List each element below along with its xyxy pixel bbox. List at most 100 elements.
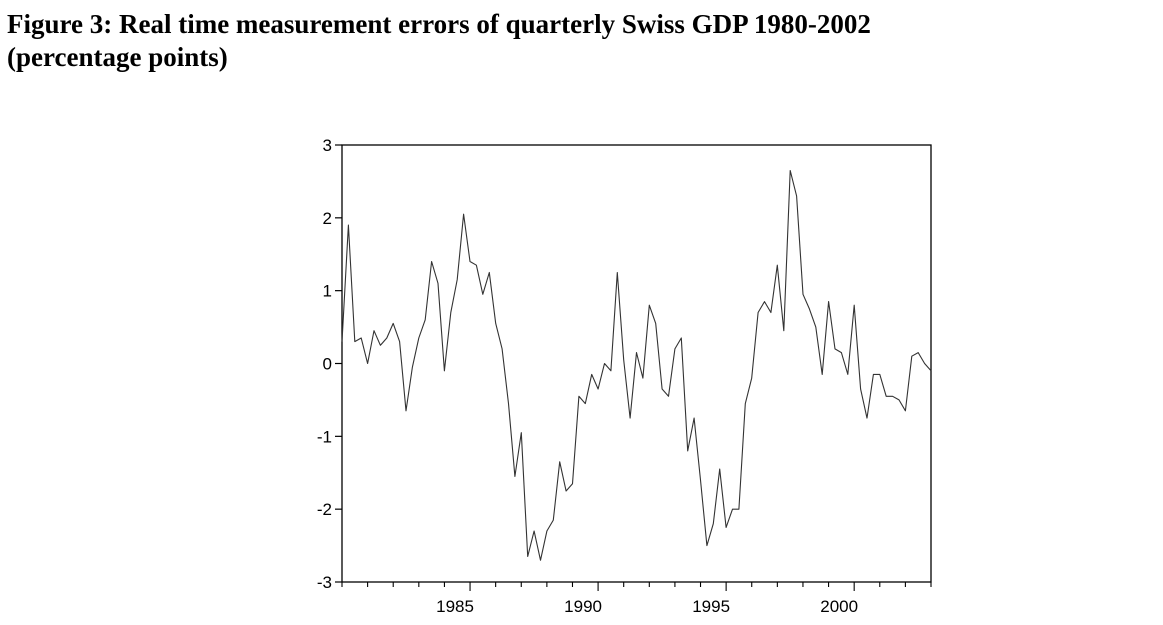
- data-point: [546, 530, 547, 531]
- data-point: [501, 348, 502, 349]
- data-point: [751, 377, 752, 378]
- data-point: [770, 312, 771, 313]
- data-point: [495, 323, 496, 324]
- data-point: [457, 279, 458, 280]
- data-point: [918, 352, 919, 353]
- y-tick-label: -1: [317, 427, 332, 446]
- data-point: [713, 523, 714, 524]
- data-point: [489, 272, 490, 273]
- x-tick-label: 1995: [692, 597, 730, 616]
- data-point: [662, 388, 663, 389]
- data-point: [469, 261, 470, 262]
- data-point: [591, 374, 592, 375]
- data-point: [886, 396, 887, 397]
- data-point: [700, 479, 701, 480]
- data-point: [585, 403, 586, 404]
- y-tick-label: 0: [323, 355, 332, 374]
- data-point: [758, 312, 759, 313]
- data-point: [866, 418, 867, 419]
- data-point: [802, 294, 803, 295]
- data-point: [386, 337, 387, 338]
- y-tick-label: 1: [323, 282, 332, 301]
- data-point: [681, 337, 682, 338]
- plot-frame: [341, 144, 932, 583]
- figure-title-line-2: (percentage points): [7, 42, 228, 72]
- data-point: [841, 352, 842, 353]
- data-point: [815, 326, 816, 327]
- data-point: [898, 399, 899, 400]
- data-point: [745, 403, 746, 404]
- data-point: [911, 356, 912, 357]
- x-axis: 1985 1990 1995 2000: [341, 582, 932, 616]
- data-point: [553, 519, 554, 520]
- data-point: [854, 305, 855, 306]
- data-point: [668, 396, 669, 397]
- data-point: [354, 341, 355, 342]
- data-point: [764, 301, 765, 302]
- figure-title: Figure 3: Real time measurement errors o…: [7, 8, 1157, 74]
- data-point: [783, 330, 784, 331]
- data-point: [437, 283, 438, 284]
- data-point: [373, 330, 374, 331]
- data-point: [514, 476, 515, 477]
- x-tick-label: 2000: [820, 597, 858, 616]
- series-line: [341, 169, 932, 561]
- data-point: [393, 323, 394, 324]
- data-point: [540, 560, 541, 561]
- data-point: [425, 319, 426, 320]
- x-tick-label: 1985: [436, 597, 474, 616]
- data-point: [687, 450, 688, 451]
- data-point: [610, 370, 611, 371]
- data-point: [655, 323, 656, 324]
- data-point: [738, 509, 739, 510]
- data-point: [412, 367, 413, 368]
- data-point: [508, 403, 509, 404]
- data-point: [533, 530, 534, 531]
- data-point: [418, 337, 419, 338]
- series-points: [341, 170, 931, 561]
- data-point: [636, 352, 637, 353]
- data-point: [726, 527, 727, 528]
- data-point: [604, 363, 605, 364]
- data-point: [790, 170, 791, 171]
- data-point: [873, 374, 874, 375]
- data-point: [930, 370, 931, 371]
- data-point: [834, 348, 835, 349]
- y-tick-label: 2: [323, 209, 332, 228]
- data-point: [572, 483, 573, 484]
- data-point: [892, 396, 893, 397]
- data-point: [674, 348, 675, 349]
- data-point: [476, 265, 477, 266]
- data-point: [828, 301, 829, 302]
- data-point: [822, 374, 823, 375]
- data-point: [559, 461, 560, 462]
- data-point: [847, 374, 848, 375]
- y-tick-label: -3: [317, 573, 332, 592]
- data-point: [879, 374, 880, 375]
- data-point: [444, 370, 445, 371]
- data-point: [597, 388, 598, 389]
- data-point: [527, 556, 528, 557]
- data-point: [649, 305, 650, 306]
- data-point: [431, 261, 432, 262]
- data-point: [905, 410, 906, 411]
- data-point: [623, 359, 624, 360]
- data-point: [777, 265, 778, 266]
- data-point: [924, 363, 925, 364]
- data-point: [796, 195, 797, 196]
- y-tick-label: 3: [323, 136, 332, 155]
- data-point: [642, 377, 643, 378]
- data-point: [719, 469, 720, 470]
- data-point: [860, 388, 861, 389]
- data-point: [617, 272, 618, 273]
- data-point: [482, 294, 483, 295]
- data-point: [578, 396, 579, 397]
- data-point: [694, 418, 695, 419]
- data-point: [380, 345, 381, 346]
- data-point: [399, 341, 400, 342]
- data-point: [629, 418, 630, 419]
- figure-title-line-1: Figure 3: Real time measurement errors o…: [7, 9, 871, 39]
- data-point: [348, 225, 349, 226]
- data-point: [809, 308, 810, 309]
